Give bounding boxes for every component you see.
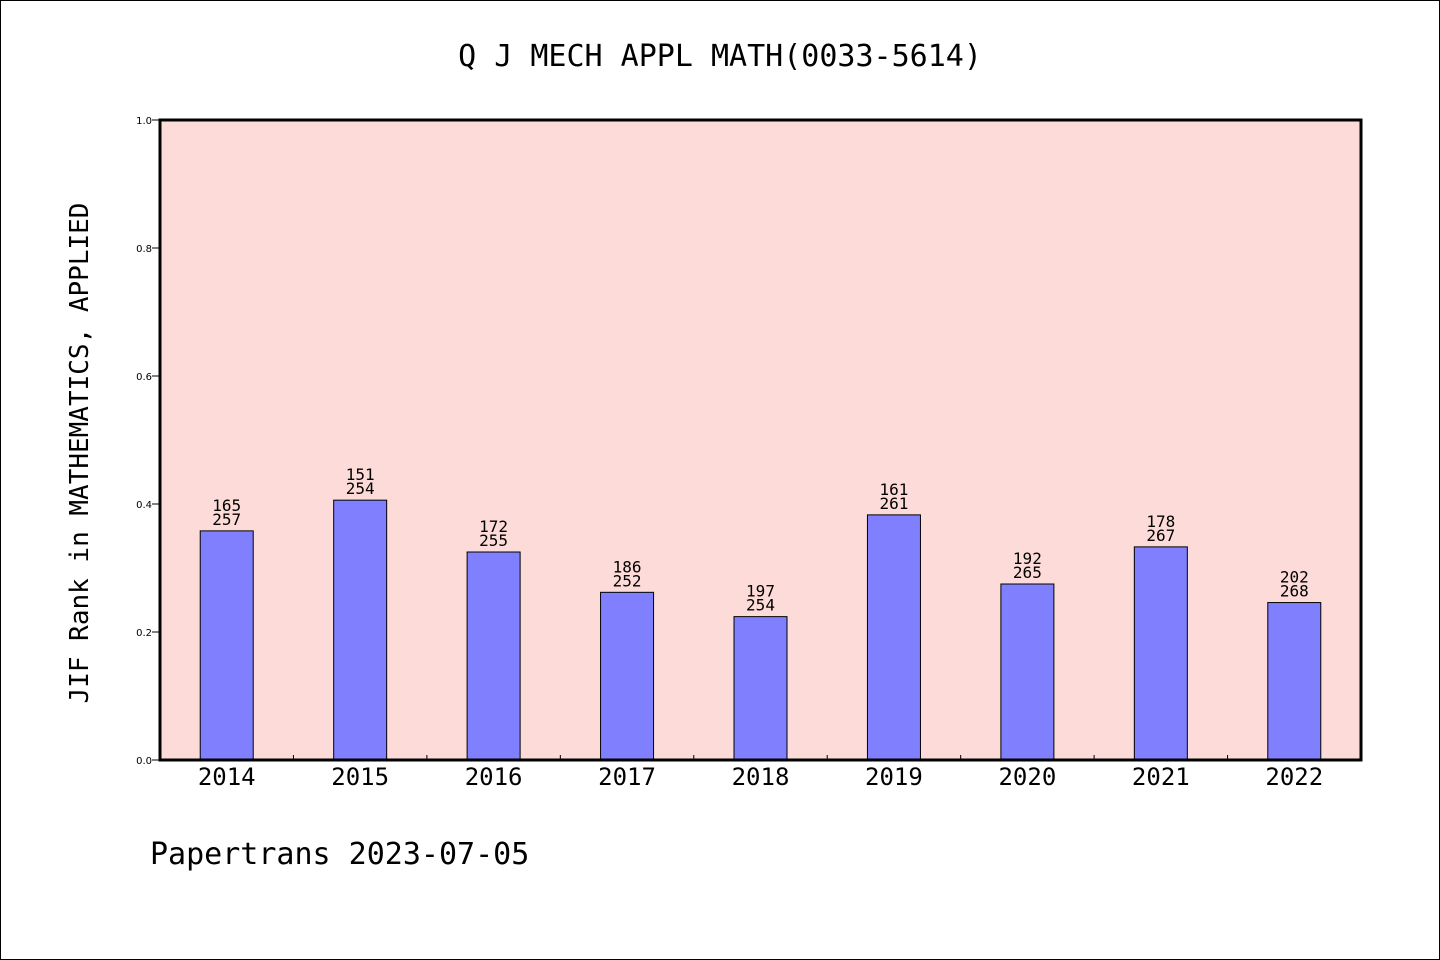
- bar-2014: [199, 530, 254, 761]
- y-tick-label: 0.8: [136, 244, 152, 255]
- y-axis-ticks: 0.0 0.2 0.4 0.6 0.8 1.0: [136, 116, 160, 767]
- bar-2018: [733, 616, 788, 761]
- bar-rank-label: 186: [613, 557, 642, 576]
- x-tick-label: 2016: [465, 763, 523, 791]
- bar-2020: [1000, 583, 1055, 761]
- bar-total-label: 268: [1280, 582, 1309, 601]
- x-tick-label: 2017: [598, 763, 656, 791]
- bar-total-label: 254: [346, 479, 375, 498]
- bars: [199, 499, 1322, 761]
- y-tick-label: 1.0: [136, 116, 152, 127]
- footer-text: Papertrans 2023-07-05: [150, 837, 529, 872]
- bar-total-label: 252: [613, 571, 642, 590]
- x-tick-label: 2018: [732, 763, 790, 791]
- x-tick-label: 2015: [331, 763, 389, 791]
- bar-rank-label: 197: [746, 582, 775, 601]
- bar-2017: [600, 591, 655, 761]
- bar-rank-label: 151: [346, 465, 375, 484]
- bar-2022: [1267, 602, 1322, 761]
- bar-total-label: 254: [746, 596, 775, 615]
- bar-2019: [866, 514, 921, 761]
- bar-rank-label: 172: [479, 517, 508, 536]
- bar-rank-label: 161: [879, 480, 908, 499]
- x-tick-label: 2020: [998, 763, 1056, 791]
- y-tick-label: 0.2: [136, 628, 152, 639]
- bar-total-label: 257: [212, 510, 241, 529]
- x-tick-label: 2021: [1132, 763, 1190, 791]
- bar-labels: 1652571512541722551862521972541612611922…: [212, 465, 1308, 614]
- y-tick-label: 0.0: [136, 756, 152, 767]
- bar-total-label: 261: [879, 494, 908, 513]
- y-axis-label: JIF Rank in MATHEMATICS, APPLIED: [65, 203, 95, 704]
- bar-2021: [1133, 546, 1188, 761]
- chart-title: Q J MECH APPL MATH(0033-5614): [458, 39, 982, 74]
- bar-total-label: 255: [479, 531, 508, 550]
- bar-rank-label: 192: [1013, 549, 1042, 568]
- bar-rank-label: 165: [212, 496, 241, 515]
- bar-2015: [333, 499, 388, 761]
- bar-total-label: 267: [1146, 526, 1175, 545]
- y-tick-label: 0.6: [136, 372, 152, 383]
- bar-rank-label: 178: [1146, 512, 1175, 531]
- x-tick-label: 2014: [198, 763, 256, 791]
- bar-total-label: 265: [1013, 563, 1042, 582]
- x-tick-label: 2022: [1265, 763, 1323, 791]
- bar-rank-label: 202: [1280, 568, 1309, 587]
- plot-border: [158, 118, 1363, 762]
- x-axis-labels: 2014 2015 2016 2017 2018 2019 2020 2021 2022: [198, 763, 1323, 791]
- bar-2016: [466, 551, 521, 761]
- x-tick-label: 2019: [865, 763, 923, 791]
- y-tick-label: 0.4: [136, 500, 152, 511]
